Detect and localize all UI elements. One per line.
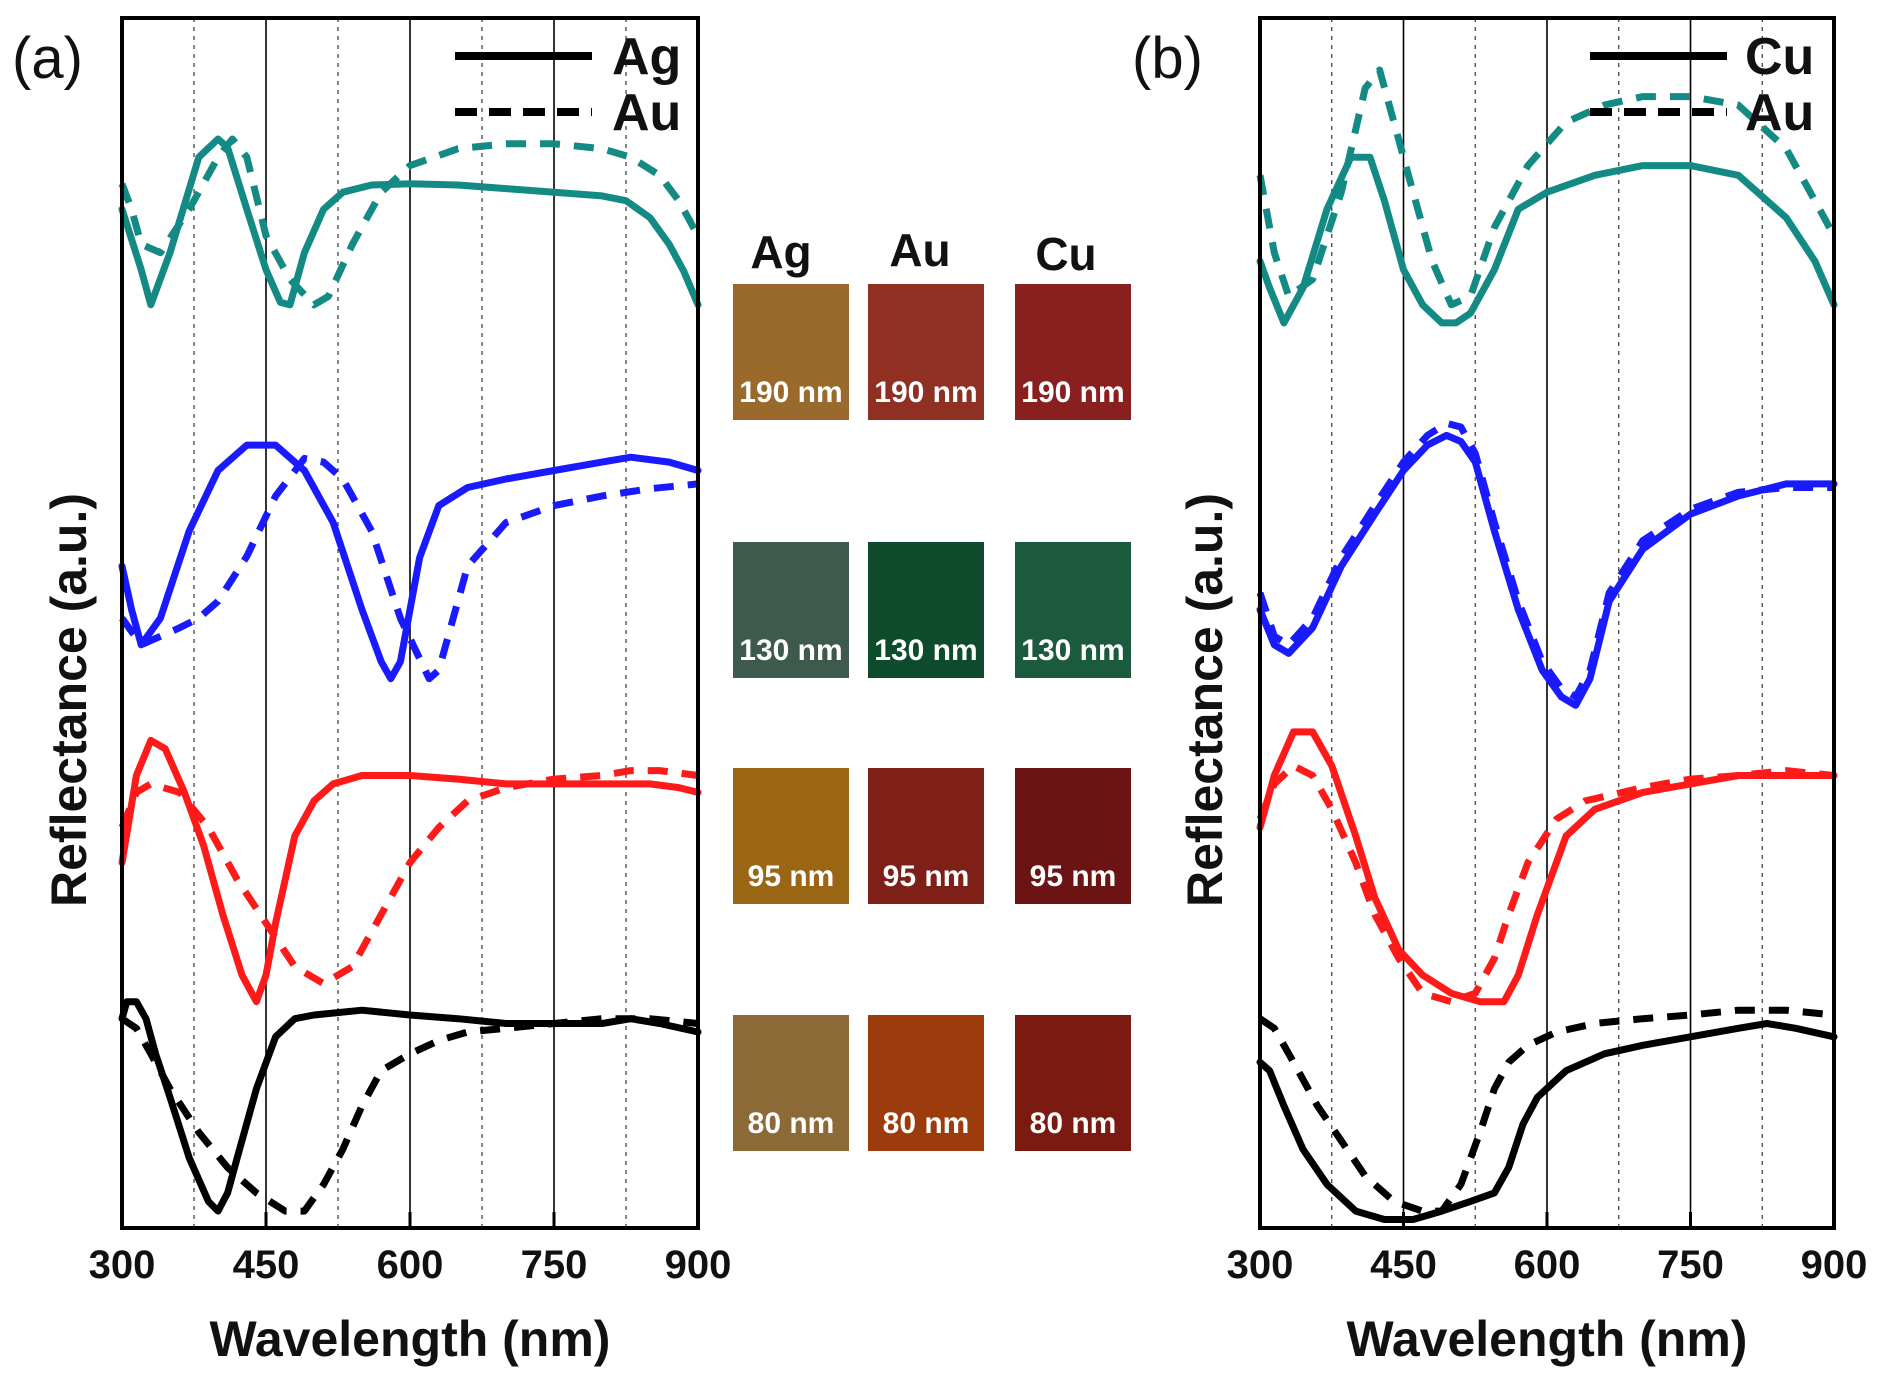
- series-line-ag-130-nm: [118, 441, 702, 683]
- swatch-cu-80-nm: [1015, 1015, 1131, 1151]
- x-tick-label: 750: [521, 1243, 588, 1287]
- swatch-thickness-label: 95 nm: [883, 860, 970, 893]
- swatch-cu-190-nm: [1015, 284, 1131, 420]
- series-line-cu-95-nm: [1256, 728, 1838, 1006]
- series-line-au-130-nm: [119, 454, 699, 683]
- series-line-cu-190-nm: [1256, 153, 1838, 327]
- swatch-col-header-au: Au: [889, 224, 950, 276]
- x-tick-label: 900: [665, 1243, 732, 1287]
- swatch-thickness-label: 130 nm: [739, 634, 842, 667]
- swatch-ag-80-nm: [733, 1015, 849, 1151]
- swatch-au-130-nm: [868, 542, 984, 678]
- x-tick-label: 450: [233, 1243, 300, 1287]
- legend-au-label: Au: [612, 84, 681, 142]
- swatch-thickness-label: 130 nm: [874, 634, 977, 667]
- panel-a-series: [118, 135, 702, 1215]
- swatch-au-80-nm: [868, 1015, 984, 1151]
- x-tick-label: 600: [1514, 1243, 1581, 1287]
- x-tick-label: 450: [1370, 1243, 1437, 1287]
- swatch-thickness-label: 80 nm: [883, 1107, 970, 1140]
- swatch-col-header-ag: Ag: [750, 226, 811, 278]
- panel-a-label: (a): [12, 26, 83, 91]
- panel-b-label: (b): [1132, 26, 1203, 91]
- swatch-thickness-label: 190 nm: [1021, 376, 1124, 409]
- panel-b-y-axis-title: Reflectance (a.u.): [1177, 493, 1233, 907]
- panel-b-gridlines: [1331, 18, 1763, 1228]
- legend-au-label: Au: [1745, 84, 1814, 142]
- series-line-au-80-nm: [1258, 1006, 1835, 1215]
- panel-b-chart: (b) 300 450 600 750 900 Wavelength (nm) Refl…: [1132, 16, 1868, 1367]
- panel-a-x-axis-title: Wavelength (nm): [210, 1311, 611, 1367]
- swatch-col-header-cu: Cu: [1035, 228, 1096, 280]
- swatch-thickness-label: 80 nm: [748, 1107, 835, 1140]
- swatch-thickness-label: 95 nm: [748, 860, 835, 893]
- series-line-ag-190-nm: [118, 135, 702, 309]
- series-line-au-190-nm: [118, 135, 702, 309]
- panel-b-x-axis-title: Wavelength (nm): [1347, 1311, 1748, 1367]
- series-line-au-95-nm: [118, 767, 699, 988]
- panel-b-legend: Cu Au: [1590, 28, 1814, 142]
- legend-cu-label: Cu: [1745, 28, 1814, 86]
- series-line-au-130-nm: [1256, 419, 1834, 701]
- panel-b-series: [1256, 66, 1838, 1223]
- legend-ag-label: Ag: [612, 28, 681, 86]
- swatch-thickness-label: 190 nm: [874, 376, 977, 409]
- swatch-cu-95-nm: [1015, 768, 1131, 904]
- swatch-ag-130-nm: [733, 542, 849, 678]
- series-line-cu-130-nm: [1256, 431, 1838, 709]
- x-tick-label: 300: [89, 1243, 156, 1287]
- panel-a-x-ticks: 300 450 600 750 900: [89, 1212, 732, 1287]
- series-line-ag-95-nm: [118, 736, 702, 1006]
- x-tick-label: 600: [377, 1243, 444, 1287]
- swatch-thickness-label: 80 nm: [1030, 1107, 1117, 1140]
- swatch-thickness-label: 95 nm: [1030, 860, 1117, 893]
- x-tick-label: 750: [1657, 1243, 1724, 1287]
- x-tick-label: 900: [1801, 1243, 1868, 1287]
- series-line-cu-80-nm: [1256, 1020, 1838, 1223]
- x-tick-label: 300: [1227, 1243, 1294, 1287]
- panel-b-x-ticks: 300 450 600 750 900: [1227, 1212, 1868, 1287]
- swatch-cu-130-nm: [1015, 542, 1131, 678]
- panel-a-legend: Ag Au: [455, 28, 681, 142]
- panel-a-y-axis-title: Reflectance (a.u.): [41, 493, 97, 907]
- swatch-ag-95-nm: [733, 768, 849, 904]
- series-line-au-190-nm: [1256, 66, 1838, 309]
- series-line-au-80-nm: [120, 1015, 699, 1215]
- swatch-cells: 190 nm 190 nm 190 nm 130 nm 130 nm 130 nm 95 n…: [733, 284, 1131, 1151]
- panel-a-chart: (a) 300 450 600 750 900 Wavelength (nm) Refl…: [12, 16, 732, 1367]
- series-line-au-95-nm: [1256, 762, 1835, 1006]
- swatch-au-95-nm: [868, 768, 984, 904]
- swatch-ag-190-nm: [733, 284, 849, 420]
- swatch-thickness-label: 130 nm: [1021, 634, 1124, 667]
- swatch-au-190-nm: [868, 284, 984, 420]
- swatch-thickness-label: 190 nm: [739, 376, 842, 409]
